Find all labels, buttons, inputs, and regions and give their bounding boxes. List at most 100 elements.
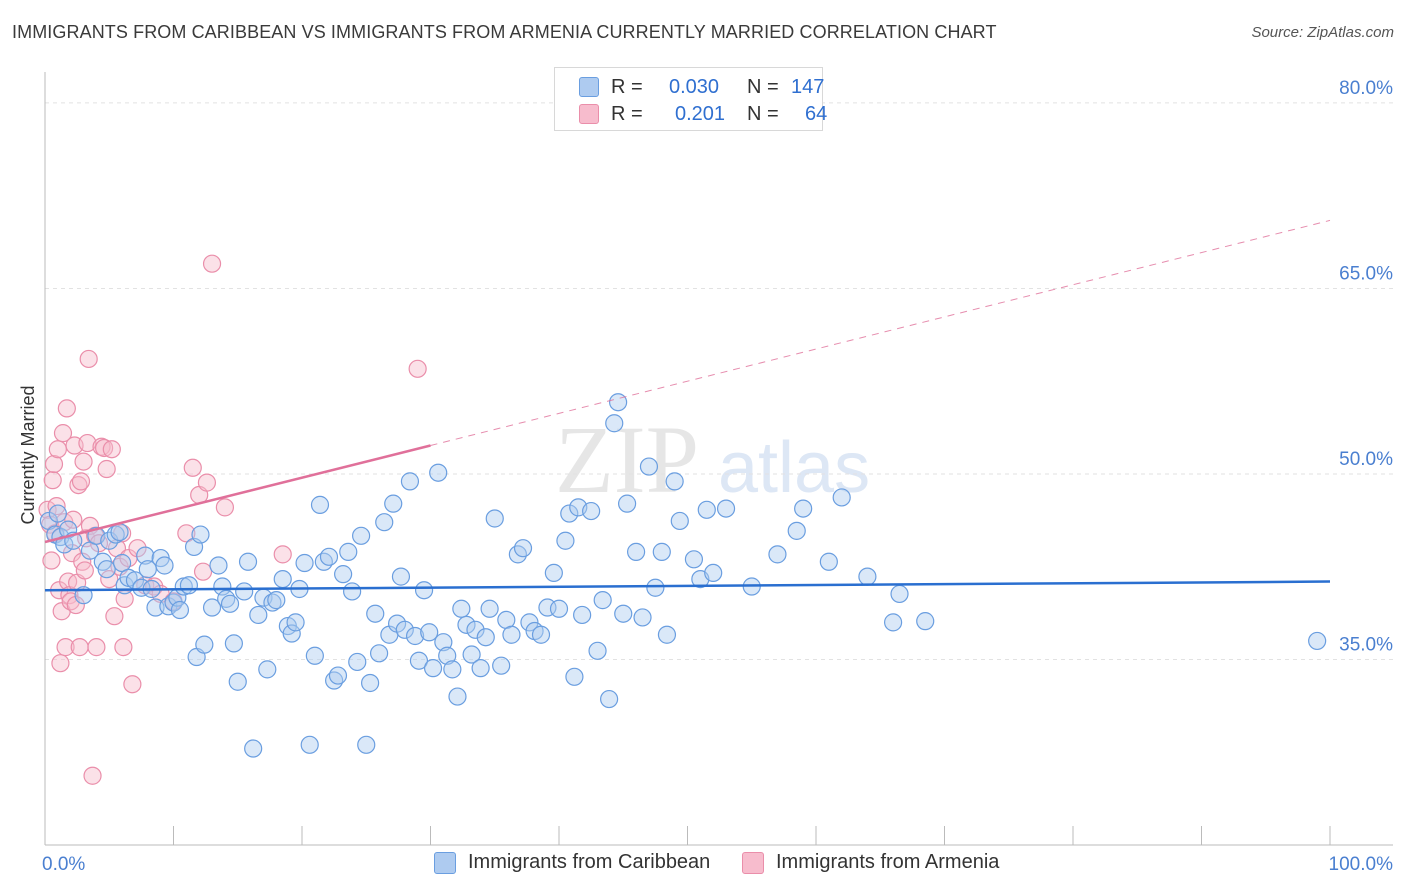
armenia-point	[193, 562, 213, 581]
y-tick-label: 80.0%	[1339, 78, 1393, 99]
armenia-point	[43, 471, 62, 490]
caribbean-point	[704, 563, 723, 583]
caribbean-point	[890, 584, 909, 604]
caribbean-point	[639, 457, 659, 476]
caribbean-point	[209, 556, 228, 575]
caribbean-point	[228, 672, 247, 691]
caribbean-point	[97, 560, 116, 579]
caribbean-point	[357, 735, 376, 754]
caribbean-point	[136, 546, 155, 565]
caribbean-point	[361, 673, 380, 693]
armenia-point	[66, 595, 85, 615]
caribbean-point	[716, 499, 736, 518]
caribbean-point	[314, 552, 333, 571]
x-tick-labels: 0.0% 100.0%	[42, 854, 1393, 875]
caribbean-point	[618, 494, 637, 513]
legend-swatch-armenia	[579, 104, 599, 124]
armenia-point	[57, 399, 76, 418]
caribbean-point	[170, 600, 190, 620]
legend-row-caribbean: R = 0.030 N = 147	[579, 74, 824, 100]
legend-r-label: R =	[611, 102, 643, 125]
armenia-trend-extension	[430, 219, 1331, 446]
caribbean-point	[614, 604, 633, 623]
caribbean-point	[339, 542, 358, 561]
armenia-point	[44, 454, 64, 474]
caribbean-point	[787, 521, 806, 540]
caribbean-point	[657, 625, 677, 644]
caribbean-point	[819, 552, 838, 571]
caribbean-point	[235, 582, 254, 601]
caribbean-point	[565, 667, 584, 686]
y-tick-labels: 35.0% 50.0% 65.0% 80.0%	[1339, 78, 1393, 656]
caribbean-swatch	[434, 851, 456, 874]
caribbean-point	[420, 623, 439, 642]
legend-n-label: N =	[747, 102, 779, 125]
x-tick-label: 0.0%	[42, 854, 85, 875]
caribbean-point	[195, 635, 214, 654]
caribbean-point	[405, 626, 425, 646]
watermark-atlas: atlas	[718, 428, 870, 508]
armenia-point	[114, 638, 133, 657]
y-tick-label: 35.0%	[1339, 634, 1393, 655]
caribbean-point	[883, 613, 903, 632]
armenia-point	[47, 497, 66, 516]
caribbean-point	[582, 501, 601, 521]
armenia-point	[273, 545, 292, 564]
caribbean-point	[858, 567, 877, 586]
caribbean-point	[286, 613, 305, 632]
caribbean-point	[462, 645, 481, 664]
caribbean-point	[282, 624, 301, 643]
legend-n-value: 64	[805, 102, 828, 125]
legend-n-label: N =	[747, 75, 779, 98]
caribbean-points	[39, 393, 1327, 758]
caribbean-point	[665, 472, 684, 491]
caribbean-point	[310, 495, 330, 514]
caribbean-point	[452, 599, 471, 618]
caribbean-point	[249, 605, 268, 625]
y-tick-label: 50.0%	[1339, 449, 1393, 470]
legend-r-value: 0.201	[675, 102, 726, 125]
caribbean-point	[520, 613, 539, 632]
caribbean-point	[466, 620, 485, 639]
caribbean-point	[513, 539, 533, 558]
caribbean-point	[366, 604, 385, 623]
armenia-swatch	[742, 851, 764, 874]
caribbean-point	[48, 504, 67, 523]
caribbean-point	[224, 634, 243, 653]
caribbean-legend-label: Immigrants from Caribbean	[468, 851, 711, 873]
armenia-point	[105, 607, 124, 626]
caribbean-point	[605, 414, 624, 433]
armenia-point	[75, 561, 94, 580]
y-tick-label: 65.0%	[1339, 263, 1393, 284]
caribbean-point	[573, 605, 592, 625]
source-label: Source: ZipAtlas.com	[1251, 24, 1394, 41]
legend-n-value: 147	[791, 75, 825, 98]
watermark: ZIP atlas	[555, 406, 870, 513]
caribbean-point	[531, 625, 551, 644]
caribbean-point	[391, 567, 411, 586]
caribbean-point	[560, 504, 579, 523]
caribbean-point	[375, 513, 394, 532]
caribbean-point	[492, 656, 511, 675]
armenia-point	[123, 675, 142, 694]
caribbean-point	[600, 689, 619, 709]
caribbean-point	[414, 581, 434, 600]
caribbean-point	[348, 652, 367, 672]
armenia-point	[56, 638, 75, 657]
caribbean-point	[593, 591, 612, 610]
caribbean-point	[155, 556, 174, 575]
armenia-point	[95, 438, 114, 458]
armenia-point	[102, 440, 121, 459]
caribbean-point	[448, 687, 467, 706]
caribbean-point	[609, 393, 628, 412]
armenia-point	[408, 359, 427, 378]
series-legend-armenia: Immigrants from Armenia	[742, 851, 999, 874]
armenia-point	[53, 424, 73, 443]
caribbean-point	[191, 525, 210, 544]
caribbean-point	[438, 646, 457, 665]
caribbean-point	[544, 563, 563, 583]
caribbean-point	[471, 659, 490, 678]
correlation-legend: R = 0.030 N = 147 R = 0.201 N = 64	[554, 67, 827, 131]
caribbean-point	[258, 660, 277, 679]
